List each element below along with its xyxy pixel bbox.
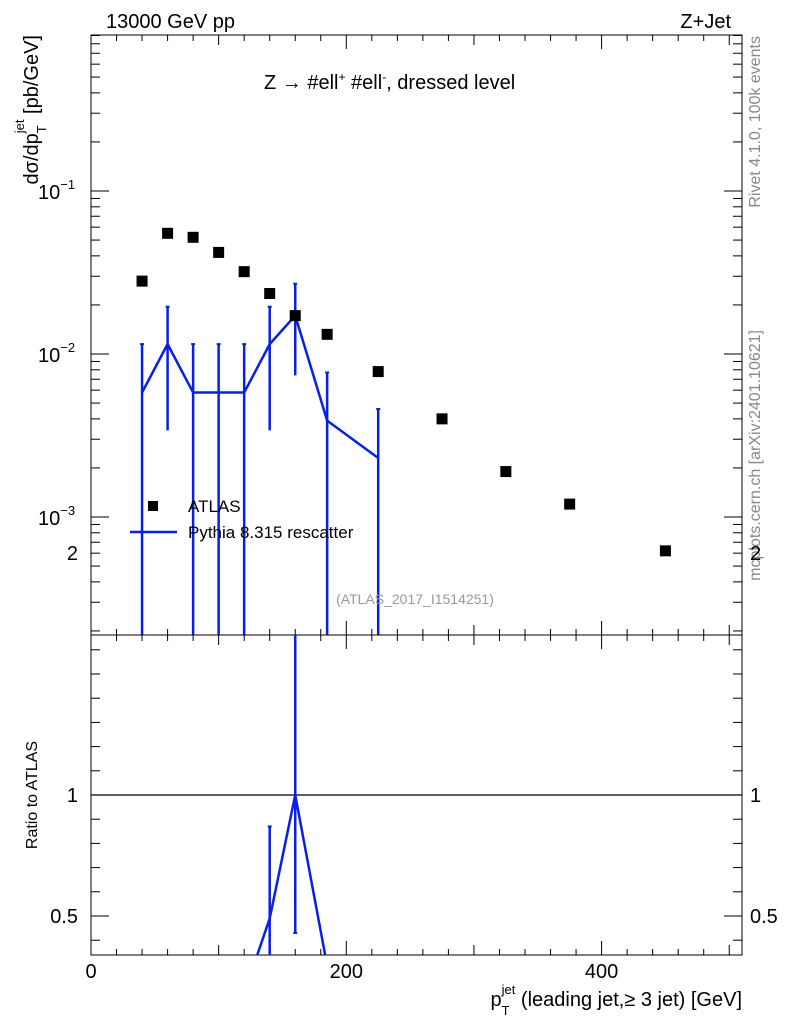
- legend-pythia-label: Pythia 8.315 rescatter: [188, 523, 354, 542]
- rivet-version-label: Rivet 4.1.0, 100k events: [747, 36, 764, 208]
- main-plot-ticks: [90, 34, 742, 635]
- atlas-data-point: [500, 466, 512, 478]
- main-plot-title: Z → #ell+ #ell-, dressed level: [264, 70, 515, 94]
- analysis-watermark: (ATLAS_2017_I1514251): [336, 591, 494, 607]
- atlas-data-point: [289, 310, 301, 322]
- atlas-data-point: [264, 288, 276, 300]
- atlas-data-point: [564, 498, 576, 510]
- atlas-data-point: [136, 275, 148, 287]
- main-plot-frame: [90, 34, 743, 636]
- atlas-data-point: [213, 246, 225, 258]
- mcplots-label: mcplots.cern.ch [arXiv:2401.10621]: [747, 330, 764, 581]
- atlas-data-point: [238, 266, 250, 278]
- main-y-axis-label: dσ/dpTjet [pb/GeV]: [12, 35, 49, 184]
- atlas-data-point: [372, 366, 384, 378]
- y-tick-label-1e-2: 10−2: [38, 340, 75, 367]
- atlas-data-point: [162, 227, 174, 239]
- ratio-plot-ticks: [90, 635, 742, 955]
- main-data-layer: [136, 227, 671, 635]
- legend: ATLAS Pythia 8.315 rescatter: [130, 497, 354, 542]
- ratio-y-tick-label-right: 1: [750, 785, 761, 807]
- atlas-data-point: [187, 231, 199, 243]
- legend-atlas-marker: [148, 501, 158, 511]
- ratio-y-tick-label: 1: [67, 785, 78, 807]
- ratio-y-tick-label-right: 0.5: [750, 906, 778, 928]
- pythia-series-line: [140, 313, 379, 460]
- ratio-y-tick-label: 2: [67, 543, 78, 565]
- header-right-label: Z+Jet: [680, 11, 731, 33]
- atlas-data-point: [321, 328, 333, 340]
- x-tick-label: 200: [330, 961, 363, 983]
- atlas-data-point: [436, 413, 448, 425]
- ratio-series-line: [255, 794, 327, 955]
- legend-atlas-label: ATLAS: [188, 497, 241, 516]
- y-tick-label-1e-3: 10−3: [38, 503, 75, 530]
- ratio-y-tick-label-right: 2: [750, 543, 761, 565]
- atlas-data-point: [659, 545, 671, 557]
- ratio-y-axis-label: Ratio to ATLAS: [24, 741, 41, 849]
- ratio-data-layer: [91, 635, 742, 955]
- x-tick-label: 400: [585, 961, 618, 983]
- ratio-tick-labels: 0.5 1 2 0.5 1 2 0 200 400: [50, 543, 778, 983]
- ratio-y-tick-label: 0.5: [50, 906, 78, 928]
- header-left-label: 13000 GeV pp: [106, 11, 235, 33]
- y-tick-label-1e-1: 10−1: [38, 177, 75, 204]
- x-axis-label: pTjet (leading jet,≥ 3 jet) [GeV]: [491, 982, 742, 1018]
- x-tick-label: 0: [85, 961, 96, 983]
- main-y-tick-labels: 10−1 10−2 10−3: [38, 177, 75, 530]
